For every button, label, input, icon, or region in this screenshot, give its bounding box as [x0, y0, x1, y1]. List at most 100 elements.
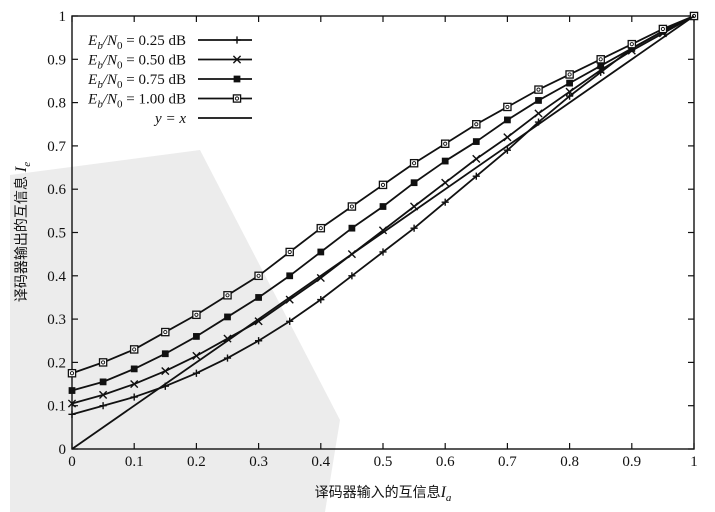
x-tick-label: 0.8 — [560, 454, 579, 470]
marker-x — [316, 273, 325, 283]
y-tick-label: 0.8 — [47, 96, 66, 112]
marker-square-open-dot — [380, 182, 386, 187]
axis-ticks: 0 0.1 0.2 0.3 0.4 0.5 0.6 0.7 0.8 0.9 1 0 0.1 0.2 0.3 0… — [47, 9, 698, 470]
x-tick-label: 0.7 — [498, 454, 517, 470]
marker-plus — [286, 317, 294, 325]
marker-square-open-dot — [691, 13, 697, 19]
y-tick-label: 0.5 — [47, 226, 66, 242]
series-3 — [67, 11, 699, 378]
marker-square-open-dot — [132, 347, 137, 352]
marker-x — [285, 295, 294, 304]
x-tick-label: 1 — [690, 454, 698, 470]
marker-plus — [410, 224, 418, 232]
series-line — [71, 15, 695, 450]
marker-x — [67, 399, 77, 408]
marker-square-filled — [286, 272, 294, 280]
legend-label: Eb/N0 = 1.00 dB — [87, 92, 186, 111]
marker-square-filled — [535, 97, 542, 104]
marker-square-open — [129, 345, 139, 354]
marker-plus — [441, 198, 449, 206]
marker-plus — [233, 36, 241, 44]
marker-square-filled — [597, 62, 605, 70]
y-axis-title: 译码器输出的互信息 Ie — [13, 162, 33, 302]
marker-x — [223, 334, 232, 343]
marker-square-open-dot — [69, 371, 75, 376]
marker-square-open — [285, 247, 294, 257]
marker-x — [565, 87, 574, 96]
marker-square-open-dot — [660, 26, 665, 32]
legend-entry-1: Eb/N0 = 0.50 dB — [87, 53, 252, 72]
series-4 — [71, 15, 695, 450]
marker-plus — [130, 393, 138, 401]
marker-square-filled — [472, 138, 480, 145]
marker-square-filled — [99, 378, 107, 386]
legend-entry-2: Eb/N0 = 0.75 dB — [87, 72, 252, 91]
marker-square-open — [98, 358, 108, 367]
x-tick-label: 0.4 — [311, 454, 330, 470]
marker-square-open — [161, 327, 170, 337]
marker-square-filled — [193, 333, 200, 340]
marker-square-open — [658, 24, 668, 34]
y-tick-label: 0.7 — [47, 139, 66, 155]
y-tick-label: 0.4 — [47, 269, 66, 285]
marker-plus — [223, 354, 232, 362]
y-axis-title-text: 译码器输出的互信息 — [13, 176, 30, 302]
marker-plus — [348, 272, 356, 280]
marker-x — [534, 109, 543, 118]
marker-square-filled — [379, 203, 387, 210]
marker-square-open-dot — [225, 293, 230, 298]
marker-x — [441, 178, 450, 187]
marker-square-open — [472, 120, 481, 129]
y-tick-label: 0.9 — [47, 52, 66, 68]
marker-x — [99, 390, 108, 399]
marker-square-open-dot — [256, 273, 261, 278]
marker-square-open-dot — [443, 141, 448, 146]
legend-entry-4: y = x — [153, 111, 252, 127]
marker-square-open — [440, 139, 450, 148]
marker-square-open-dot — [349, 204, 354, 209]
marker-x — [192, 351, 201, 360]
marker-square-open-dot — [505, 104, 510, 109]
y-tick-label: 0 — [59, 442, 67, 458]
marker-square-open — [503, 102, 512, 112]
x-axis-title-text: 译码器输入的互信息 — [315, 484, 441, 501]
marker-square-open — [378, 180, 388, 190]
x-axis-title-sub: a — [446, 492, 452, 504]
marker-square-open-dot — [234, 96, 240, 101]
marker-square-filled — [255, 294, 262, 301]
marker-x — [472, 154, 481, 163]
watermark-stamp — [10, 150, 340, 512]
series-1 — [67, 11, 699, 408]
marker-square-filled — [68, 387, 76, 394]
x-tick-label: 0.2 — [187, 454, 206, 470]
marker-square-open-dot — [287, 249, 292, 255]
marker-square-open-dot — [318, 226, 323, 231]
marker-square-filled — [161, 350, 169, 358]
marker-square-filled — [566, 79, 573, 87]
marker-square-filled — [224, 313, 231, 321]
marker-square-open — [347, 202, 357, 211]
marker-square-open — [254, 271, 263, 281]
y-tick-label: 0.2 — [47, 355, 66, 371]
marker-plus — [566, 92, 574, 100]
series-layer — [67, 11, 699, 450]
marker-x — [254, 317, 263, 326]
legend-label: Eb/N0 = 0.25 dB — [87, 33, 186, 52]
x-tick-label: 0.1 — [125, 454, 144, 470]
y-tick-label: 0.3 — [47, 312, 66, 328]
legend-label: Eb/N0 = 0.75 dB — [87, 72, 186, 91]
legend-label: y = x — [153, 111, 186, 127]
legend-entry-0: Eb/N0 = 0.25 dB — [87, 33, 252, 52]
marker-square-open-dot — [163, 330, 168, 335]
x-tick-label: 0 — [68, 454, 76, 470]
marker-square-filled — [233, 75, 241, 83]
marker-plus — [68, 410, 76, 418]
marker-square-filled — [441, 157, 449, 165]
y-tick-label: 1 — [59, 9, 67, 25]
marker-square-open-dot — [567, 72, 572, 77]
marker-square-open — [409, 158, 419, 168]
marker-square-open — [565, 70, 574, 79]
marker-square-open-dot — [412, 161, 417, 166]
